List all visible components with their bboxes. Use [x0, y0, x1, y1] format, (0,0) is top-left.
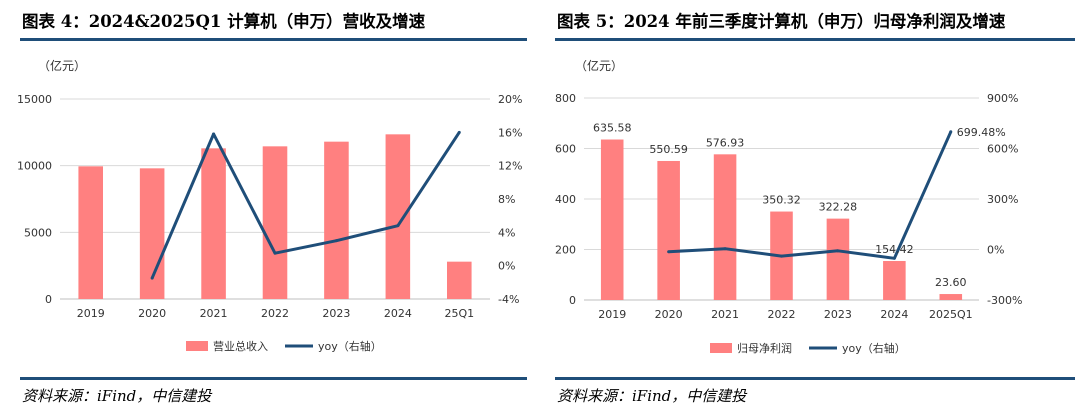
source-rule: [20, 377, 527, 380]
y-right-tick-label: 12%: [498, 160, 522, 173]
bar-data-label: 350.32: [762, 194, 801, 207]
bar: [78, 166, 103, 299]
x-tick-label: 2021: [200, 307, 228, 320]
bar: [447, 261, 472, 299]
legend-bar-label: 归母净利润: [737, 341, 792, 355]
source-note: 资料来源：iFind，中信建投: [557, 387, 747, 405]
x-tick-label: 2023: [824, 308, 852, 321]
bar: [657, 160, 680, 300]
y-right-tick-label: -300%: [987, 294, 1022, 307]
y-left-tick-label: 400: [555, 193, 576, 206]
y-right-tick-label: 900%: [987, 92, 1018, 105]
yoy-line: [150, 131, 461, 279]
x-tick-label: 2021: [711, 308, 739, 321]
y-left-tick-label: 800: [555, 92, 576, 105]
y-right-tick-label: 20%: [498, 93, 522, 106]
y-right-tick-label: 16%: [498, 126, 522, 139]
title-rule: [555, 38, 1075, 41]
bar-data-label: 635.58: [593, 122, 632, 135]
bar-data-label: 576.93: [706, 136, 745, 149]
y-left-tick-label: 10000: [17, 160, 52, 173]
bar: [262, 146, 288, 299]
bar: [324, 141, 349, 299]
legend-bar-label: 营业总收入: [213, 339, 268, 353]
bar-data-label: 550.59: [649, 143, 688, 156]
unit-label: （亿元）: [38, 58, 86, 73]
y-right-tick-label: -4%: [498, 293, 519, 306]
x-tick-label: 2019: [598, 308, 626, 321]
bar-data-label: 154.42: [875, 243, 914, 256]
y-left-tick-label: 0: [45, 293, 52, 306]
yoy-point: [836, 249, 840, 253]
yoy-point: [273, 251, 277, 255]
net-profit-chart: （亿元） 0 200 400 600 800 -300% 0% 300% 600% 900% 2019…: [555, 58, 1022, 355]
y-right-tick-label: 0%: [987, 244, 1004, 257]
legend-bar-swatch: [710, 343, 732, 353]
bar: [600, 139, 624, 300]
x-tick-label: 2020: [138, 307, 166, 320]
y-right-tick-label: 600%: [987, 143, 1018, 156]
chart-panel-net-profit: 图表 5：2024 年前三季度计算机（申万）归母净利润及增速 （亿元） 0 200 4…: [552, 0, 1079, 415]
yoy-point: [334, 239, 338, 243]
bar-data-label: 23.60: [935, 276, 967, 289]
y-left-tick-label: 200: [555, 244, 576, 257]
revenue-chart: （亿元） 0 5000 10000 15000 -4% 0% 4% 8% 12% 16% 20% 201…: [17, 58, 522, 353]
source-rule: [555, 377, 1075, 380]
yoy-point: [212, 132, 216, 136]
y-right-tick-label: 0%: [498, 260, 515, 273]
y-left-tick-label: 5000: [24, 226, 52, 239]
x-tick-label: 2020: [655, 308, 683, 321]
chart-title: 图表 5：2024 年前三季度计算机（申万）归母净利润及增速: [557, 12, 1006, 31]
y-right-tick-label: 300%: [987, 193, 1018, 206]
yoy-point: [396, 224, 400, 228]
source-note: 资料来源：iFind，中信建投: [22, 387, 212, 405]
line-data-label: 699.48%: [957, 126, 1006, 139]
x-tick-label: 25Q1: [444, 307, 474, 320]
yoy-line: [668, 131, 953, 260]
yoy-point: [892, 256, 896, 260]
yoy-point: [949, 130, 953, 134]
legend-line-label: yoy（右轴）: [318, 339, 382, 353]
unit-label: （亿元）: [575, 58, 623, 73]
y-left-tick-label: 600: [555, 143, 576, 156]
yoy-point: [150, 276, 154, 280]
y-right-tick-label: 8%: [498, 193, 515, 206]
x-tick-label: 2023: [322, 307, 350, 320]
chart-title: 图表 4：2024&2025Q1 计算机（申万）营收及增速: [22, 12, 426, 31]
chart-panel-revenue: 图表 4：2024&2025Q1 计算机（申万）营收及增速 （亿元） 0 5000 1…: [0, 0, 527, 415]
x-tick-label: 2022: [768, 308, 796, 321]
yoy-point: [667, 250, 671, 254]
y-left-tick-label: 0: [569, 294, 576, 307]
x-tick-label: 2019: [77, 307, 105, 320]
bar: [883, 261, 906, 300]
bar: [201, 148, 226, 299]
yoy-point: [723, 247, 727, 251]
yoy-point: [780, 254, 783, 258]
bar: [385, 134, 411, 299]
x-tick-label: 2025Q1: [929, 308, 973, 321]
bar: [713, 154, 737, 300]
bar: [939, 294, 963, 300]
x-tick-label: 2024: [880, 308, 908, 321]
x-tick-label: 2024: [384, 307, 412, 320]
x-tick-label: 2022: [261, 307, 289, 320]
y-right-tick-label: 4%: [498, 226, 515, 239]
bar-data-label: 322.28: [819, 201, 858, 214]
bar: [826, 218, 850, 300]
legend-bar-swatch: [186, 341, 208, 351]
legend-line-label: yoy（右轴）: [842, 341, 906, 355]
title-rule: [20, 38, 527, 41]
y-left-tick-label: 15000: [17, 93, 52, 106]
yoy-point: [457, 130, 461, 134]
